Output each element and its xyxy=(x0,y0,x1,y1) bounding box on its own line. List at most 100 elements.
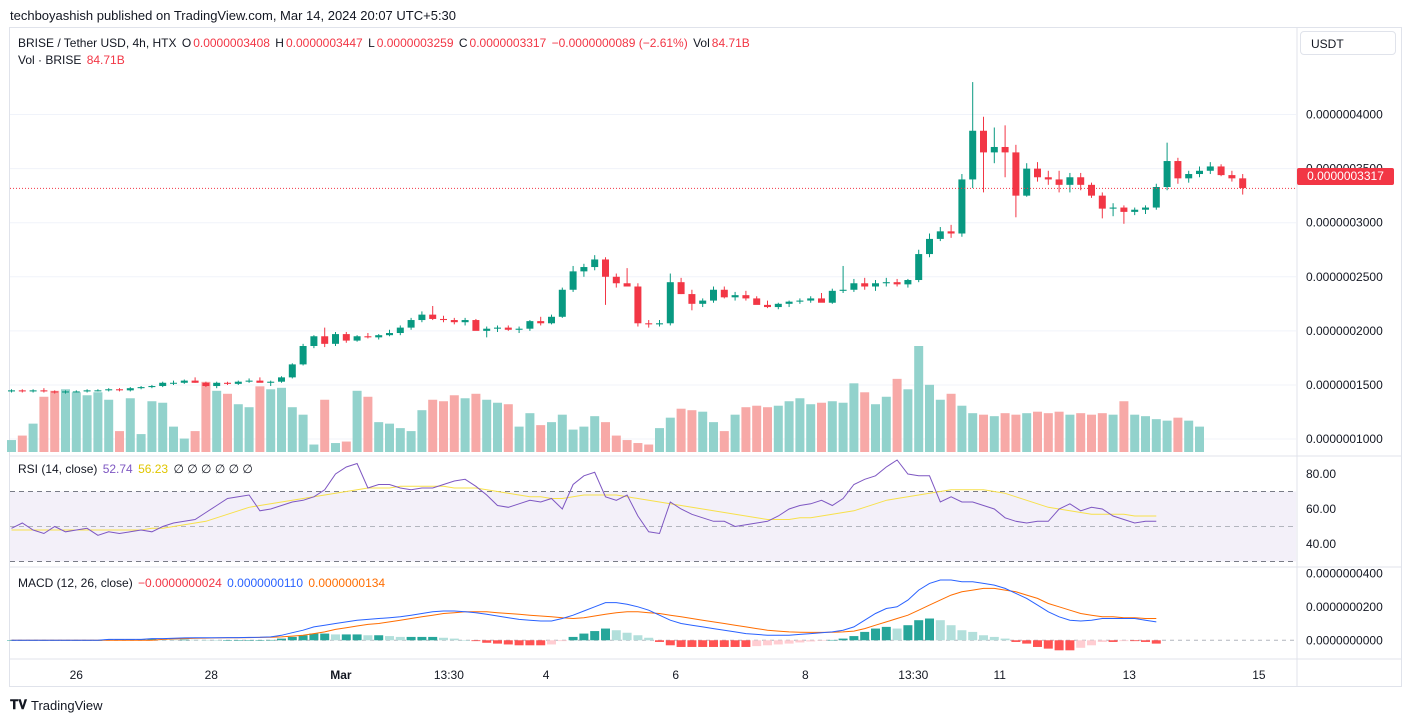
candle-body xyxy=(958,179,966,234)
candle-body xyxy=(720,289,728,298)
candle-body xyxy=(8,390,15,392)
volume-bar xyxy=(687,410,697,452)
volume-bar xyxy=(1119,401,1129,452)
candle-body xyxy=(386,333,393,336)
candle-body xyxy=(440,318,447,321)
candle-body xyxy=(947,231,955,234)
macd-histogram-bar xyxy=(903,625,913,641)
rsi-legend: RSI (14, close) 52.74 56.23 ∅ ∅ ∅ ∅ ∅ ∅ xyxy=(18,462,255,476)
volume-bar xyxy=(136,434,146,452)
candle-body xyxy=(634,286,642,324)
macd-histogram-bar xyxy=(233,640,243,641)
candle-body xyxy=(1088,184,1095,196)
macd-histogram-bar xyxy=(622,632,632,641)
footer-brand[interactable]: 𝐓𝐕 TradingView xyxy=(10,697,103,713)
volume-bar xyxy=(547,422,556,452)
candle-body xyxy=(591,259,599,268)
candle-body xyxy=(288,364,296,378)
macd-histogram-bar xyxy=(147,638,157,641)
candle-body xyxy=(861,283,869,287)
macd-histogram-bar xyxy=(935,620,945,641)
macd-histogram-bar xyxy=(914,620,924,641)
candle-body xyxy=(666,282,674,324)
candle-body xyxy=(170,382,177,384)
macd-histogram-bar xyxy=(223,640,232,641)
symbol-title[interactable]: BRISE / Tether USD, 4h, HTX xyxy=(18,36,177,50)
volume-bar xyxy=(881,396,891,452)
macd-histogram-bar xyxy=(179,639,189,641)
volume-bar xyxy=(115,431,124,452)
volume-bar xyxy=(212,390,222,452)
volume-bar xyxy=(190,431,200,452)
candle-body xyxy=(1142,207,1149,210)
macd-histogram-bar xyxy=(892,628,902,641)
candle-body xyxy=(126,388,134,391)
volume-bar xyxy=(428,399,438,452)
volume-bar xyxy=(406,431,416,452)
macd-histogram-bar xyxy=(719,640,729,647)
volume-bar xyxy=(1184,420,1194,452)
volume-bar xyxy=(50,390,60,452)
currency-unit-button[interactable]: USDT xyxy=(1300,31,1396,55)
macd-histogram-bar xyxy=(838,638,848,641)
candle-body xyxy=(94,390,102,392)
volume-bar xyxy=(255,386,265,452)
macd-histogram-bar xyxy=(514,640,524,646)
macd-histogram-bar xyxy=(655,640,664,642)
volume-bar xyxy=(968,413,978,452)
candle-body xyxy=(645,323,653,325)
macd-histogram-bar xyxy=(860,631,870,641)
candle-body xyxy=(353,336,361,341)
volume-bar xyxy=(277,387,286,452)
volume-bar xyxy=(644,444,654,452)
macd-histogram-bar xyxy=(557,640,567,642)
macd-histogram-bar xyxy=(525,640,535,646)
candle-body xyxy=(450,320,458,323)
volume-bar xyxy=(287,407,297,452)
candle-body xyxy=(1196,170,1203,175)
volume-bar xyxy=(503,404,513,452)
candle-body xyxy=(688,294,696,304)
volume-bar xyxy=(363,396,373,452)
macd-histogram-bar xyxy=(385,636,394,641)
candle-body xyxy=(159,382,167,387)
macd-line xyxy=(11,579,1157,641)
volume-bar xyxy=(233,404,243,452)
volume-bar xyxy=(1162,420,1172,452)
volume-bar xyxy=(665,417,675,452)
macd-axis-tick: 0.0000000000 xyxy=(1306,633,1383,647)
volume-bar xyxy=(223,393,232,452)
macd-histogram-bar xyxy=(957,630,967,641)
candle-body xyxy=(256,380,264,383)
candle-body xyxy=(483,328,491,331)
volume-legend-label[interactable]: Vol · BRISE xyxy=(18,53,82,67)
macd-histogram-bar xyxy=(406,636,416,641)
time-axis-tick: 28 xyxy=(205,668,219,682)
publisher-caption: techboyashish published on TradingView.c… xyxy=(10,8,457,23)
candle-body xyxy=(699,300,707,304)
volume-bar xyxy=(827,401,837,452)
rsi-legend-label[interactable]: RSI (14, close) xyxy=(18,462,98,476)
volume-bar xyxy=(439,401,448,452)
rsi-axis-tick: 40.00 xyxy=(1306,537,1336,551)
chart-frame[interactable] xyxy=(9,27,1402,687)
macd-histogram-bar xyxy=(579,633,589,641)
candle-body xyxy=(461,320,469,323)
macd-histogram-bar xyxy=(266,639,276,641)
volume-bar xyxy=(320,399,330,452)
candle-body xyxy=(1131,209,1139,212)
macd-legend-label[interactable]: MACD (12, 26, close) xyxy=(18,576,133,590)
price-axis-tick: 0.0000002000 xyxy=(1306,324,1383,338)
volume-bar xyxy=(914,346,924,452)
candle-body xyxy=(299,346,307,365)
candle-body xyxy=(623,283,631,287)
macd-histogram-bar xyxy=(946,625,956,641)
macd-histogram-bar xyxy=(503,640,513,645)
volume-bar xyxy=(1173,417,1183,452)
candle-body xyxy=(494,327,501,329)
macd-histogram-bar xyxy=(752,640,762,647)
volume-bar xyxy=(104,399,114,452)
high-value: 0.0000003447 xyxy=(285,36,363,50)
macd-line-value: 0.0000000110 xyxy=(227,576,304,590)
